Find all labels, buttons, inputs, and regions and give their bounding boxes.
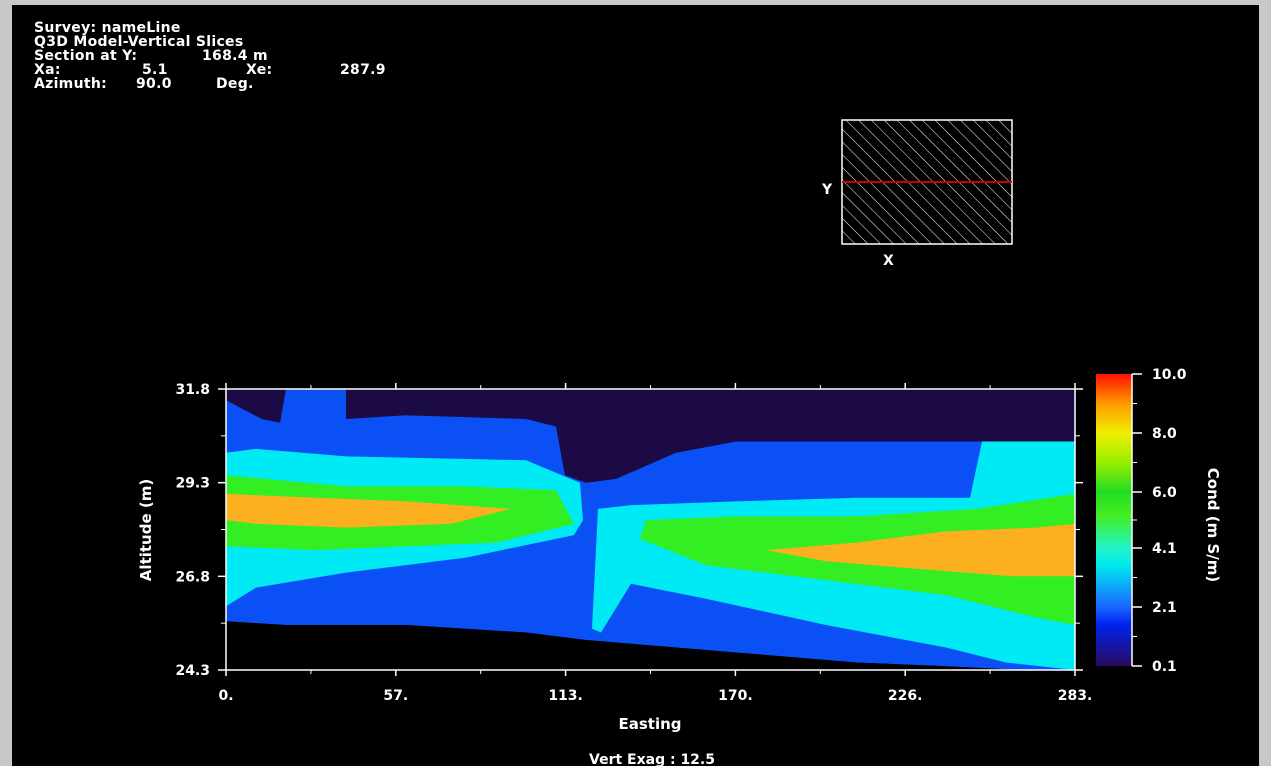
xe-value: 287.9: [340, 62, 386, 78]
xa-value: 5.1: [142, 62, 168, 78]
colorbar-tick-label: 4.1: [1152, 541, 1177, 557]
model-name: Q3D Model-Vertical Slices: [34, 34, 244, 50]
section-label: Section at Y:: [34, 48, 138, 64]
vert-exag-label: Vert Exag : 12.5: [589, 752, 715, 766]
x-tick-label: 57.: [383, 688, 408, 704]
survey-name: Survey: nameLine: [34, 20, 181, 36]
x-tick-label: 226.: [888, 688, 923, 704]
y-axis-title: Altitude (m): [137, 479, 155, 581]
x-tick-label: 283.: [1058, 688, 1093, 704]
y-tick-label: 26.8: [175, 569, 210, 585]
azimuth-unit: Deg.: [216, 76, 254, 92]
colorbar-tick-label: 0.1: [1152, 659, 1177, 675]
region-very-low: [226, 389, 1075, 483]
x-tick-label: 113.: [548, 688, 583, 704]
colorbar-tick-label: 10.0: [1152, 367, 1187, 383]
xe-label: Xe:: [246, 62, 273, 78]
y-tick-label: 29.3: [175, 476, 210, 492]
xa-label: Xa:: [34, 62, 61, 78]
y-tick-label: 24.3: [175, 663, 210, 679]
colorbar-title: Cond (m S/m): [1204, 468, 1222, 582]
colorbar-tick-label: 6.0: [1152, 485, 1177, 501]
azimuth-value: 90.0: [136, 76, 172, 92]
x-tick-label: 170.: [718, 688, 753, 704]
locator-y-label: Y: [821, 182, 833, 198]
y-axis: 31.8 29.3 26.8 24.3: [175, 382, 1083, 679]
x-axis-title: Easting: [618, 715, 681, 733]
x-axis: 0. 57. 113. 170. 226. 283.: [218, 383, 1092, 704]
colorbar-ticks: 10.0 8.0 6.0 4.1 2.1 0.1: [1131, 367, 1187, 675]
colorbar: [1096, 374, 1132, 666]
y-tick-label: 31.8: [175, 382, 210, 398]
locator-x-label: X: [883, 253, 894, 269]
section-value: 168.4 m: [202, 48, 268, 64]
conductivity-regions: [226, 389, 1075, 670]
colorbar-tick-label: 2.1: [1152, 600, 1177, 616]
region-very-high: [766, 523, 1075, 577]
region-very-high: [226, 493, 511, 528]
x-tick-label: 0.: [218, 688, 233, 704]
region-void: [226, 621, 1021, 670]
locator-map: Y X: [821, 119, 1013, 269]
colorbar-tick-label: 8.0: [1152, 426, 1177, 442]
azimuth-label: Azimuth:: [34, 76, 107, 92]
